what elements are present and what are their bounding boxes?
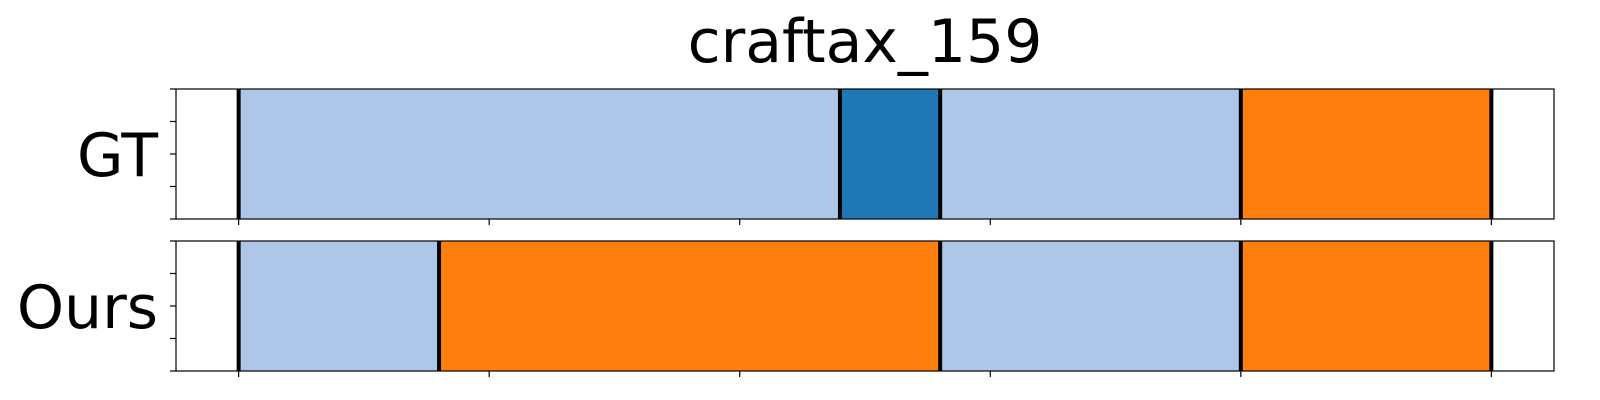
chart-title: craftax_159 — [688, 7, 1043, 77]
row-label-gt: GT — [77, 121, 158, 191]
segment-gt-2 — [839, 89, 941, 219]
segment-ours-4 — [1240, 241, 1492, 371]
segment-gt-4 — [1240, 89, 1492, 219]
segment-ours-1 — [238, 241, 440, 371]
row-label-ours: Ours — [17, 273, 158, 343]
panels: GT Ours — [17, 88, 1555, 377]
segment-gt-3 — [940, 89, 1241, 219]
panel-ours: Ours — [17, 240, 1555, 377]
segment-ours-3 — [940, 241, 1241, 371]
segment-ours-2 — [439, 241, 941, 371]
segment-gt-1 — [238, 89, 840, 219]
panel-gt: GT — [77, 88, 1555, 225]
